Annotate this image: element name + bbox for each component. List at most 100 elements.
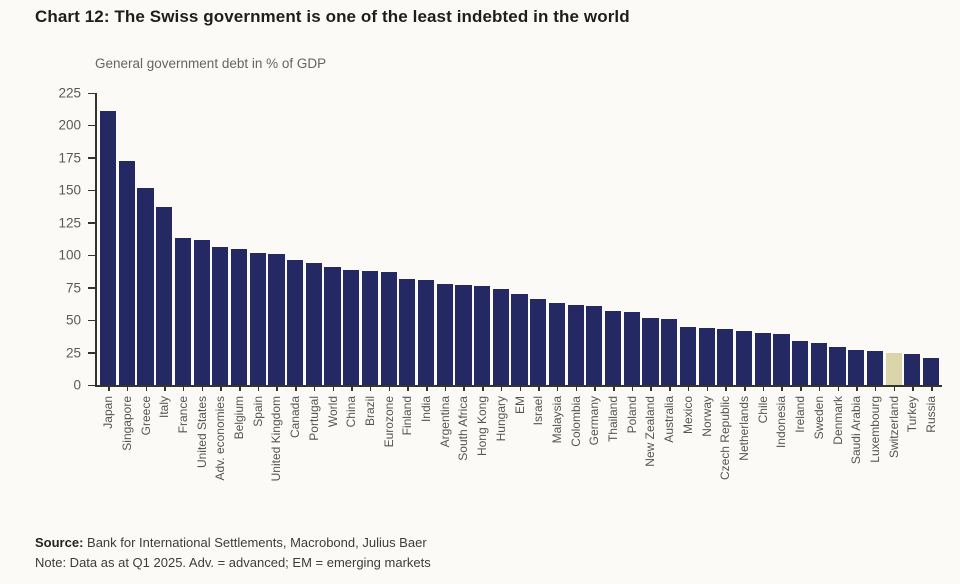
x-slot-poland: Poland bbox=[624, 385, 640, 525]
y-tick-mark-225 bbox=[88, 92, 97, 94]
x-tick-mark-luxembourg bbox=[874, 386, 877, 391]
axis-title: General government debt in % of GDP bbox=[95, 56, 327, 71]
x-tick-mark-france bbox=[182, 386, 185, 391]
x-slot-indonesia: Indonesia bbox=[773, 385, 789, 525]
plot-area: 0 25 50 75 100 125 150 175 200 225 Japan Singapore… bbox=[58, 86, 942, 481]
x-label-netherlands: Netherlands bbox=[737, 396, 751, 461]
x-label-ireland: Ireland bbox=[793, 396, 808, 433]
x-slot-turkey: Turkey bbox=[904, 385, 920, 525]
x-label-argentina: Argentina bbox=[437, 396, 452, 448]
x-tick-mark-em bbox=[519, 386, 522, 391]
x-label-germany: Germany bbox=[587, 396, 602, 446]
x-label-adv-economies: Adv. economies bbox=[213, 396, 228, 481]
x-label-united-kingdom: United Kingdom bbox=[269, 396, 284, 482]
x-label-greece: Greece bbox=[138, 396, 153, 436]
y-tick-label-100: 100 bbox=[58, 247, 81, 263]
x-label-colombia: Colombia bbox=[568, 396, 583, 447]
x-tick-mark-indonesia bbox=[781, 386, 783, 391]
bar-india bbox=[417, 279, 435, 385]
bars-container bbox=[97, 93, 942, 385]
x-tick-mark-sweden bbox=[818, 386, 821, 391]
x-tick-mark-united-kingdom bbox=[276, 386, 278, 391]
x-tick-mark-new-zealand bbox=[650, 386, 652, 391]
bar-eurozone bbox=[380, 272, 397, 385]
bar-world bbox=[324, 266, 341, 385]
chart-title: Chart 12: The Swiss government is one of… bbox=[35, 7, 630, 26]
bar-russia bbox=[922, 357, 940, 385]
x-tick-mark-mexico bbox=[687, 386, 690, 391]
x-slot-portugal: Portugal bbox=[306, 385, 322, 525]
bar-brazil bbox=[361, 270, 379, 385]
x-tick-mark-chile bbox=[762, 386, 765, 391]
x-slot-adv-economies: Adv. economies bbox=[212, 385, 228, 525]
y-tick-label-0: 0 bbox=[73, 377, 81, 393]
x-tick-mark-singapore bbox=[126, 386, 129, 391]
x-tick-mark-finland bbox=[407, 386, 409, 391]
x-label-sweden: Sweden bbox=[811, 396, 826, 440]
y-tick-mark-50 bbox=[88, 319, 97, 322]
x-tick-mark-argentina bbox=[444, 386, 447, 391]
x-tick-mark-world bbox=[332, 386, 335, 391]
x-label-portugal: Portugal bbox=[306, 396, 321, 441]
y-tick-mark-200 bbox=[88, 124, 97, 127]
bar-chile bbox=[754, 333, 771, 385]
x-slot-argentina: Argentina bbox=[437, 385, 453, 525]
x-slot-france: France bbox=[175, 385, 191, 525]
x-axis-labels: Japan Singapore Greece Italy France United St… bbox=[97, 385, 942, 525]
source-label: Source: bbox=[35, 535, 84, 550]
x-label-switzerland: Switzerland bbox=[886, 396, 901, 459]
x-label-italy: Italy bbox=[157, 396, 172, 419]
bar-south-africa bbox=[455, 285, 472, 385]
x-slot-russia: Russia bbox=[923, 385, 939, 525]
bar-indonesia bbox=[773, 334, 790, 385]
x-label-indonesia: Indonesia bbox=[774, 396, 789, 449]
bar-netherlands bbox=[735, 330, 753, 385]
x-tick-mark-brazil bbox=[369, 386, 372, 391]
x-tick-mark-china bbox=[351, 386, 353, 391]
bar-poland bbox=[623, 312, 640, 385]
x-tick-mark-hungary bbox=[500, 386, 503, 391]
x-slot-united-states: United States bbox=[194, 385, 210, 525]
x-slot-em: EM bbox=[511, 385, 527, 525]
x-label-thailand: Thailand bbox=[606, 396, 621, 443]
bar-turkey bbox=[904, 353, 921, 385]
x-slot-hungary: Hungary bbox=[493, 385, 509, 525]
x-slot-luxembourg: Luxembourg bbox=[867, 385, 883, 525]
x-label-russia: Russia bbox=[924, 396, 939, 433]
y-tick-label-50: 50 bbox=[65, 312, 81, 328]
x-slot-south-africa: South Africa bbox=[455, 385, 471, 525]
bar-china bbox=[343, 269, 360, 385]
x-tick-mark-spain bbox=[257, 386, 260, 391]
bar-saudi-arabia bbox=[848, 349, 865, 385]
x-slot-singapore: Singapore bbox=[119, 385, 135, 525]
x-slot-mexico: Mexico bbox=[680, 385, 696, 525]
note-line: Note: Data as at Q1 2025. Adv. = advance… bbox=[35, 555, 431, 570]
x-tick-mark-malaysia bbox=[556, 386, 559, 391]
x-tick-mark-greece bbox=[145, 386, 147, 391]
x-label-japan: Japan bbox=[101, 396, 116, 429]
x-label-new-zealand: New Zealand bbox=[643, 396, 658, 467]
x-tick-mark-italy bbox=[164, 386, 166, 391]
bar-czech-republic bbox=[717, 329, 734, 385]
x-slot-japan: Japan bbox=[100, 385, 116, 525]
bar-greece bbox=[137, 187, 154, 385]
bar-france bbox=[174, 238, 192, 385]
x-label-finland: Finland bbox=[400, 396, 415, 436]
x-tick-mark-colombia bbox=[575, 386, 578, 391]
bar-malaysia bbox=[548, 303, 566, 385]
x-label-india: India bbox=[419, 396, 434, 423]
x-label-brazil: Brazil bbox=[362, 396, 377, 427]
x-tick-mark-japan bbox=[108, 386, 110, 391]
x-slot-czech-republic: Czech Republic bbox=[717, 385, 733, 525]
bar-em bbox=[511, 294, 528, 385]
bar-ireland bbox=[792, 340, 809, 385]
x-label-singapore: Singapore bbox=[119, 396, 134, 451]
y-axis: 0 25 50 75 100 125 150 175 200 225 bbox=[58, 86, 942, 393]
x-tick-mark-turkey bbox=[912, 386, 914, 391]
x-slot-norway: Norway bbox=[699, 385, 715, 525]
y-tick-mark-100 bbox=[88, 254, 97, 257]
x-label-saudi-arabia: Saudi Arabia bbox=[849, 396, 864, 465]
y-tick-mark-150 bbox=[88, 189, 97, 192]
x-tick-mark-portugal bbox=[313, 386, 316, 391]
x-label-spain: Spain bbox=[250, 396, 265, 427]
